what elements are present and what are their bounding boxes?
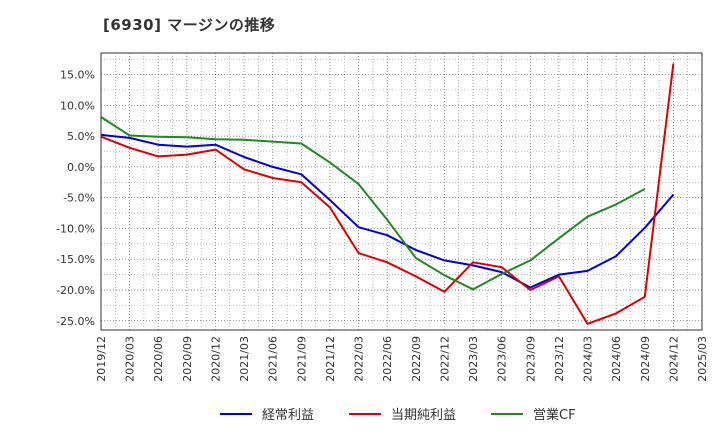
x-tick-label: 2023/09 [524,336,537,382]
legend-label: 当期純利益 [391,408,456,423]
y-tick-label: -25.0% [56,315,95,328]
x-tick-label: 2024/03 [582,336,595,382]
x-tick-label: 2021/03 [238,336,251,382]
x-tick-label: 2022/12 [438,336,451,382]
x-tick-label: 2021/06 [267,336,280,382]
x-tick-label: 2020/09 [181,336,194,382]
y-tick-label: -10.0% [56,222,95,235]
series-line [100,63,675,325]
x-tick-label: 2022/03 [353,336,366,382]
y-tick-label: 10.0% [60,99,95,112]
series-line [100,133,675,289]
x-tick-label: 2020/06 [152,336,165,382]
chart-title: [6930] マージンの推移 [103,16,276,34]
x-tick-label: 2023/12 [553,336,566,382]
x-tick-label: 2019/12 [95,336,108,382]
x-tick-label: 2024/09 [639,336,652,382]
x-tick-label: 2024/12 [667,336,680,382]
x-tick-label: 2024/06 [610,336,623,382]
x-tick-label: 2023/06 [496,336,509,382]
y-tick-label: 5.0% [67,130,95,143]
legend-label: 経常利益 [262,408,314,423]
legend-label: 営業CF [533,407,576,423]
series-line [100,116,646,291]
y-tick-label: -20.0% [56,284,95,297]
y-tick-label: 0.0% [67,161,95,174]
x-tick-label: 2020/12 [209,336,222,382]
x-tick-label: 2023/03 [467,336,480,382]
x-tick-label: 2021/12 [324,336,337,382]
x-tick-label: 2020/03 [124,336,137,382]
x-tick-label: 2021/09 [295,336,308,382]
y-tick-label: -5.0% [63,192,95,205]
y-tick-label: -15.0% [56,253,95,266]
x-tick-label: 2022/09 [410,336,423,382]
x-tick-label: 2025/03 [696,336,709,382]
plot-border [100,52,703,331]
x-tick-label: 2022/06 [381,336,394,382]
y-tick-label: 15.0% [60,69,95,82]
